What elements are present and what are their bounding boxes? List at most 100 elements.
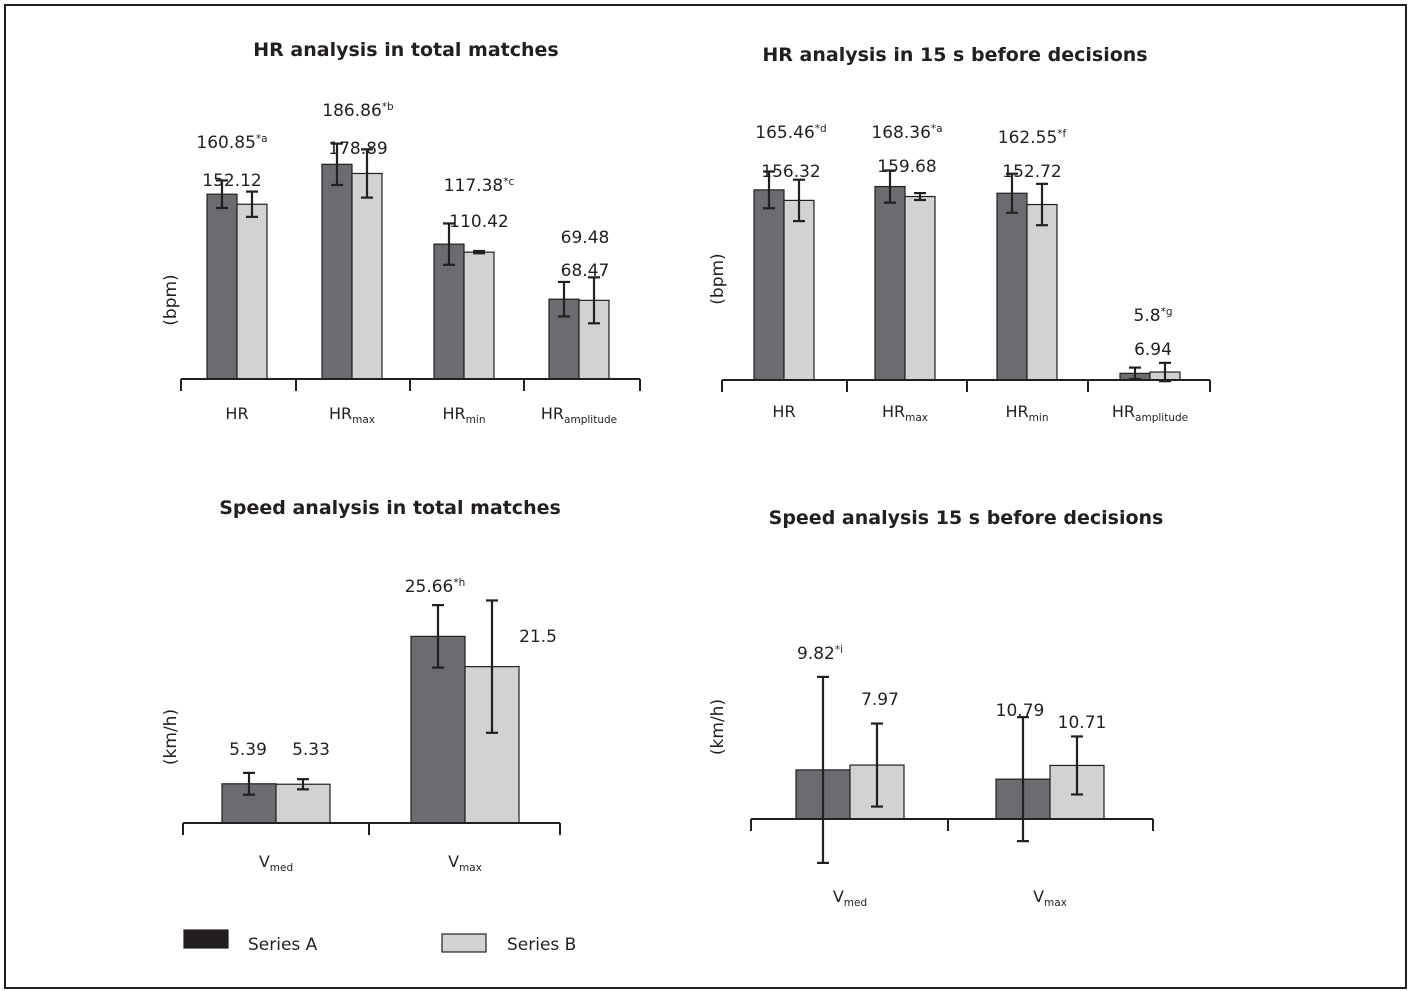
data-label-value: 10.79 (996, 701, 1045, 721)
data-label-value: 9.82 (797, 644, 835, 664)
data-label: 10.71 (1058, 713, 1107, 733)
error-bar (793, 178, 805, 223)
x-tick-label: HR (772, 402, 795, 421)
data-label-superscript: *h (453, 577, 465, 589)
x-tick-label-main: HR (1112, 402, 1135, 421)
x-tick-label-subscript: max (352, 414, 375, 426)
bar-series-b-2 (904, 195, 936, 381)
x-tick-label-main: HR (541, 404, 564, 423)
x-tick-label-subscript: min (466, 414, 486, 426)
error-bar (817, 675, 829, 865)
data-label: 152.72 (1002, 162, 1061, 182)
x-tick-label: Vmed (259, 852, 293, 874)
x-tick-label-subscript: amplitude (1135, 412, 1188, 424)
x-tick-label: HRmax (329, 404, 375, 426)
x-tick-label-main: HR (225, 404, 248, 423)
error-bar (558, 280, 570, 318)
data-label: 178.89 (328, 139, 387, 159)
legend-label-b: Series B (507, 935, 576, 955)
data-label-value: 168.36 (871, 123, 930, 143)
data-label: 5.39 (229, 740, 267, 760)
x-tick-label: Vmax (1033, 887, 1067, 909)
data-label-superscript: *b (382, 101, 394, 113)
bar-series-b-1 (783, 199, 815, 381)
data-label: 5.8*g (1134, 306, 1173, 326)
x-tick-label-main: HR (882, 402, 905, 421)
x-tick-label-main: HR (1006, 402, 1029, 421)
bar-series-b-1 (236, 203, 268, 380)
data-label-value: 152.12 (202, 171, 261, 191)
data-label-superscript: *a (931, 123, 943, 135)
error-bar (432, 604, 444, 669)
x-tick-label: Vmed (833, 887, 867, 909)
data-label: 6.94 (1134, 340, 1172, 360)
data-label-superscript: *a (256, 133, 268, 145)
x-tick-label: HR (225, 404, 248, 423)
error-bar (1159, 361, 1171, 383)
data-label: 162.55*f (998, 128, 1067, 148)
data-label: 21.5 (519, 627, 557, 647)
x-tick-label-main: HR (329, 404, 352, 423)
data-label-value: 156.32 (761, 162, 820, 182)
chart-panel-4: Speed analysis 15 s before decisions (km/… (708, 507, 1163, 909)
error-bar (473, 249, 485, 255)
x-tick-label-main: V (259, 852, 270, 871)
error-bar (871, 722, 883, 808)
error-bar (763, 170, 775, 210)
data-label-superscript: *c (503, 176, 514, 188)
chart-title: HR analysis in total matches (253, 39, 558, 61)
x-tick-label-main: V (448, 852, 459, 871)
error-bar (1071, 735, 1083, 796)
bar-series-a-2 (321, 163, 353, 380)
error-bar (486, 599, 498, 734)
error-bar (1006, 172, 1018, 214)
data-label: 165.46*d (755, 123, 826, 143)
data-label-value: 165.46 (755, 123, 814, 143)
data-label-value: 5.33 (292, 740, 330, 760)
bar-series-b-3 (463, 251, 495, 380)
chart-panel-2: HR analysis in 15 s before decisions (bpm… (708, 44, 1211, 424)
legend-label-a: Series A (248, 935, 318, 955)
error-bar (246, 190, 258, 218)
error-bar (243, 771, 255, 796)
x-tick-label: HRamplitude (1112, 402, 1188, 424)
x-tick-label-subscript: med (270, 862, 293, 874)
data-label-value: 69.48 (561, 228, 610, 248)
y-axis-label: (bpm) (708, 253, 728, 304)
data-label-value: 5.8 (1134, 306, 1161, 326)
legend: Series A Series B (183, 929, 576, 955)
data-label-value: 117.38 (444, 176, 503, 196)
error-bar (216, 179, 228, 210)
x-tick-label-main: HR (772, 402, 795, 421)
error-bar (588, 276, 600, 325)
bar-series-a-1 (206, 193, 238, 380)
x-tick-label-subscript: min (1029, 412, 1049, 424)
data-label-value: 21.5 (519, 627, 557, 647)
bar-series-b-3 (1026, 203, 1058, 381)
data-label-value: 6.94 (1134, 340, 1172, 360)
data-label-superscript: *i (835, 644, 843, 656)
chart-panel-1: HR analysis in total matches(bpm)HR HRmax… (161, 39, 641, 426)
data-label-value: 162.55 (998, 128, 1057, 148)
x-tick-label-subscript: amplitude (564, 414, 617, 426)
data-label: 5.33 (292, 740, 330, 760)
bar-series-a-3 (996, 192, 1028, 381)
bar-series-a-2 (874, 185, 906, 381)
error-bar (1036, 182, 1048, 227)
bar-series-b-2 (351, 172, 383, 380)
error-bar (914, 191, 926, 202)
x-tick-label-subscript: max (1044, 897, 1067, 909)
data-label: 186.86*b (322, 101, 394, 121)
y-axis-label: (bpm) (161, 274, 181, 325)
x-tick-label: HRmin (1006, 402, 1049, 424)
data-label: 117.38*c (444, 176, 515, 196)
y-axis-label: (km/h) (161, 709, 181, 765)
x-tick-label: HRmin (443, 404, 486, 426)
chart-title: HR analysis in 15 s before decisions (762, 44, 1147, 66)
data-label-value: 160.85 (196, 133, 255, 153)
data-label: 168.36*a (871, 123, 942, 143)
data-label: 160.85*a (196, 133, 267, 153)
error-bar (331, 142, 343, 187)
data-label-value: 10.71 (1058, 713, 1107, 733)
